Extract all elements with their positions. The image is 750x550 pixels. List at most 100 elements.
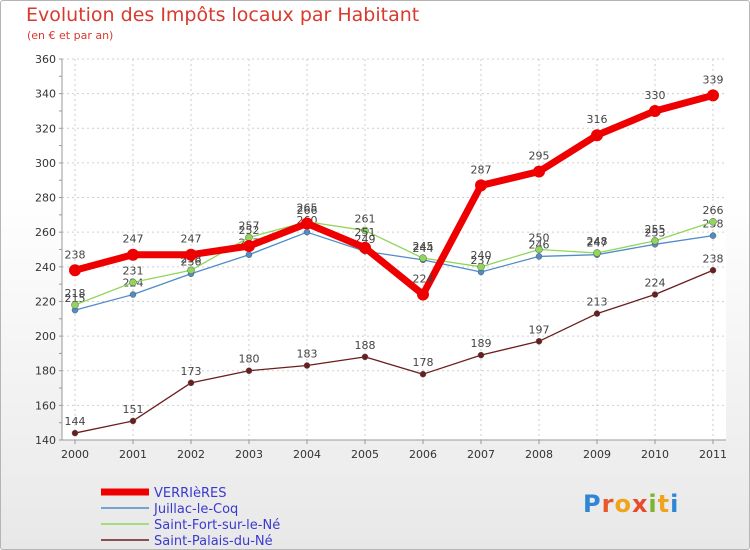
y-tick-label: 360 [35, 53, 56, 66]
data-label: 257 [239, 219, 260, 232]
data-label: 250 [529, 232, 550, 245]
data-point [127, 248, 139, 261]
x-tick-label: 2006 [409, 448, 437, 461]
legend-item: Juillac-le-Coq [101, 502, 238, 517]
data-point [361, 226, 369, 235]
data-label: 245 [413, 240, 434, 253]
x-tick-label: 2008 [525, 448, 553, 461]
logo-letter: x [631, 490, 649, 518]
data-label: 255 [645, 223, 666, 236]
x-tick-label: 2011 [699, 448, 727, 461]
data-point [651, 237, 659, 245]
data-label: 251 [355, 226, 376, 239]
data-label: 238 [703, 252, 724, 265]
data-label: 339 [703, 73, 724, 86]
data-label: 197 [529, 323, 550, 336]
data-point [709, 232, 717, 239]
data-label: 265 [297, 202, 318, 215]
series-line [74, 231, 714, 311]
data-point [709, 218, 717, 226]
logo-letter: i [648, 490, 658, 518]
data-label: 151 [123, 403, 144, 416]
data-label: 188 [355, 339, 376, 352]
y-tick-label: 300 [35, 157, 56, 170]
data-label: 213 [587, 296, 608, 309]
series-verri-res: 238 247 247 252 265 251 224 287 295 316 330 339 [65, 73, 724, 301]
data-label: 266 [703, 204, 724, 217]
series-line [74, 221, 714, 306]
data-point [533, 165, 545, 178]
data-point [707, 89, 719, 102]
data-point [245, 367, 253, 374]
data-point [303, 228, 311, 236]
legend-item: Saint-Fort-sur-le-Né [101, 518, 280, 533]
legend-label: Saint-Palais-du-Né [154, 534, 273, 549]
data-label: 173 [181, 365, 202, 378]
data-label: 231 [123, 264, 144, 277]
data-point [477, 351, 485, 359]
data-point [129, 278, 137, 287]
data-label: 246 [529, 238, 550, 251]
y-tick-label: 340 [35, 88, 56, 101]
data-label: 238 [65, 248, 86, 261]
y-tick-label: 200 [35, 330, 56, 343]
data-label: 189 [471, 337, 492, 350]
data-point [187, 266, 195, 275]
data-point [129, 417, 137, 425]
data-label: 215 [65, 292, 86, 305]
data-point [593, 310, 601, 317]
data-point [359, 241, 371, 254]
x-tick-label: 2003 [235, 448, 263, 461]
x-tick-label: 2000 [61, 448, 89, 461]
data-point [419, 370, 427, 378]
y-tick-label: 180 [35, 365, 56, 378]
data-label: 144 [65, 415, 86, 428]
proxiti-logo: Proxiti [583, 490, 679, 518]
data-label: 253 [645, 226, 666, 239]
data-point [303, 362, 311, 369]
data-point [651, 291, 659, 298]
data-point [477, 263, 485, 271]
data-point [301, 217, 313, 230]
data-label: 240 [471, 249, 492, 262]
data-point [245, 251, 253, 258]
data-label: 236 [181, 256, 202, 269]
x-tick-label: 2004 [293, 448, 321, 461]
x-tick-label: 2007 [467, 448, 495, 461]
data-point [71, 429, 79, 437]
legend: VERRIèRESJuillac-le-CoqSaint-Fort-sur-le… [101, 486, 280, 549]
data-point [69, 264, 81, 277]
legend-label: Saint-Fort-sur-le-Né [154, 518, 280, 533]
data-point [71, 301, 79, 309]
data-label: 261 [355, 212, 376, 225]
y-tick-label: 160 [35, 399, 56, 412]
data-label: 248 [587, 235, 608, 248]
legend-item: VERRIèRES [101, 486, 227, 501]
data-point [187, 379, 195, 387]
x-tick-label: 2005 [351, 448, 379, 461]
y-tick-label: 140 [35, 434, 56, 447]
legend-label: VERRIèRES [154, 486, 227, 501]
series-saint-palais-du-n-: 144 151 173 180 183 188 178 189 197 213 224 238 [65, 252, 724, 437]
y-tick-label: 240 [35, 261, 56, 274]
data-point [361, 353, 369, 361]
x-tick-label: 2009 [583, 448, 611, 461]
chart-title: Evolution des Impôts locaux par Habitant [26, 4, 420, 26]
data-label: 295 [529, 150, 550, 163]
data-label: 183 [297, 348, 318, 361]
data-label: 244 [413, 242, 434, 255]
data-point [535, 245, 543, 254]
data-label: 266 [297, 204, 318, 217]
data-point [535, 253, 543, 260]
logo-letter: o [614, 490, 632, 518]
data-label: 330 [645, 89, 666, 102]
data-label: 247 [123, 233, 144, 246]
data-point [419, 254, 427, 262]
x-tick-label: 2010 [641, 448, 669, 461]
data-label: 247 [181, 233, 202, 246]
data-label: 178 [413, 356, 434, 369]
logo-letter: i [670, 490, 680, 518]
y-tick-label: 280 [35, 192, 56, 205]
series-line [74, 269, 714, 434]
